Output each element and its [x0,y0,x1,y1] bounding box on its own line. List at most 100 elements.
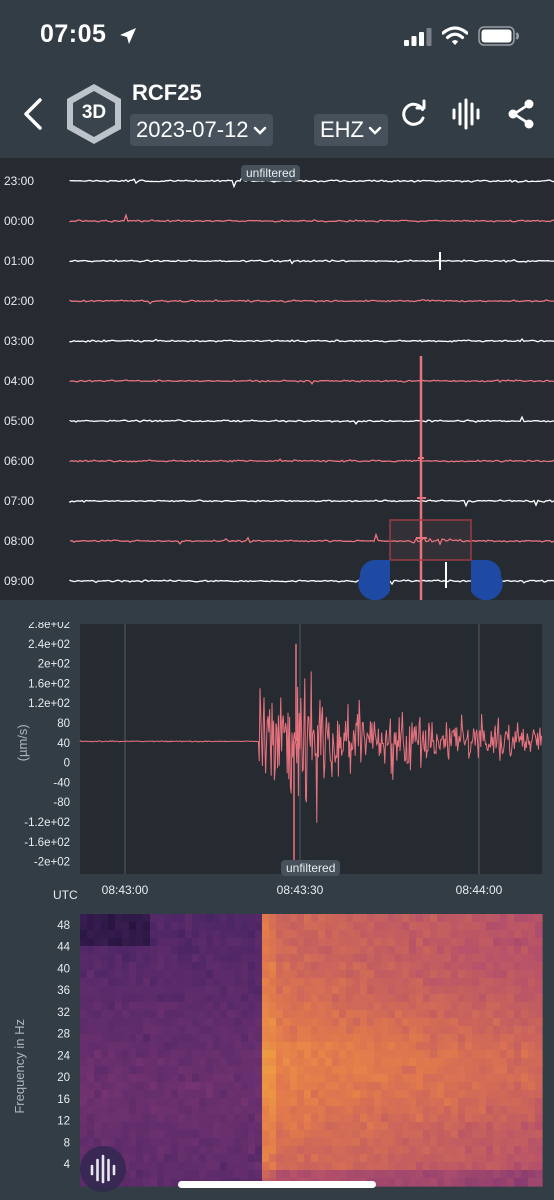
spectrogram-cell [353,1098,361,1107]
spectrogram-cell [213,1090,221,1099]
spectrogram-cell [528,954,536,963]
spectrogram-cell [325,1138,333,1147]
selection-handle-left[interactable] [358,559,390,600]
spectrogram-cell [472,1050,480,1059]
spectrogram-cell [220,1058,228,1067]
spectrogram-cell [255,1002,263,1011]
spectrogram-cell [178,930,186,939]
spectrogram-cell [255,1122,263,1131]
spectrogram-cell [115,1050,123,1059]
signal-icon [404,28,432,46]
spectrogram-cell [283,1034,291,1043]
spectrogram-cell [360,930,368,939]
spectrogram-cell [465,930,473,939]
spectrogram-cell [269,1090,277,1099]
spectrogram-cell [136,1178,144,1187]
spectrogram-cell [213,1050,221,1059]
share-button[interactable] [505,98,537,130]
spectrogram-cell [255,1146,263,1155]
helicorder-panel[interactable]: 23:00 00:00 01:00 02:00 03:00 04:00 05:00 06:00… [0,158,554,600]
spectrogram-cell [360,1058,368,1067]
spectrogram-cell [199,938,207,947]
selection-window[interactable] [389,519,472,561]
spectrogram-cell [122,1034,130,1043]
spectrogram-cell [185,1066,193,1075]
selection-handle-right[interactable] [471,559,503,600]
y-tick-label: -1.2e+02 [24,817,70,829]
spectrogram-cell [381,1178,389,1187]
spectrogram-cell [458,946,466,955]
station-3d-badge[interactable]: 3D [64,82,124,146]
spectrogram-cell [353,1170,361,1179]
spectrogram-cell [192,1146,200,1155]
spectrogram-cell [339,914,347,923]
spectrogram-cell [535,938,543,947]
spectrogram-cell [255,1058,263,1067]
spectrogram-cell [143,962,151,971]
spectrogram-toggle-button[interactable] [80,1146,126,1192]
waveform-button[interactable] [450,98,482,130]
spectrogram-cell [346,914,354,923]
spectrogram-cell [262,1114,270,1123]
spectrogram-cell [472,970,480,979]
refresh-icon [402,99,426,126]
spectrogram-cell [353,1114,361,1123]
spectrogram-cell [318,1154,326,1163]
spectrogram-cell [171,986,179,995]
spectrogram-cell [479,1170,487,1179]
spectrogram-cell [80,914,88,923]
spectrogram-cell [122,922,130,931]
spectrogram-cell [164,962,172,971]
spectrogram-cell [94,962,102,971]
spectrogram-chart[interactable]: 48 44 40 36 32 28 24 20 16 12 8 4 Frequency in Hz [0,910,554,1200]
spectrogram-cell [157,1146,165,1155]
spectrogram-cell [430,1026,438,1035]
spectrogram-cell [486,954,494,963]
spectrogram-cell [108,1130,116,1139]
spectrogram-cell [493,946,501,955]
channel-dropdown[interactable]: EHZ [314,114,388,146]
spectrogram-cell [143,1146,151,1155]
spectrogram-cell [283,1018,291,1027]
date-dropdown[interactable]: 2023-07-12 [130,114,273,146]
spectrogram-cell [472,1114,480,1123]
spectrogram-cell [346,1170,354,1179]
spectrogram-cell [388,1034,396,1043]
spectrogram-cell [262,1098,270,1107]
spectrogram-cell [458,1098,466,1107]
spectrogram-cell [311,986,319,995]
spectrogram-cell [367,978,375,987]
spectrogram-cell [157,1106,165,1115]
spectrogram-cell [115,914,123,923]
spectrogram-cell [346,1010,354,1019]
spectrogram-cell [437,938,445,947]
spectrogram-cell [402,1090,410,1099]
spectrogram-cell [367,1146,375,1155]
spectrogram-cell [514,1050,522,1059]
spectrogram-cell [374,1026,382,1035]
spectrogram-cell [234,1106,242,1115]
helicorder-trace [69,379,554,386]
spectrogram-cell [486,1050,494,1059]
spectrogram-cell [290,970,298,979]
spectrogram-cell [514,1058,522,1067]
spectrogram-cell [479,978,487,987]
spectrogram-cell [451,922,459,931]
spectrogram-cell [283,930,291,939]
spectrogram-cell [108,1018,116,1027]
spectrogram-cell [381,994,389,1003]
spectrogram-cell [129,1066,137,1075]
spectrogram-cell [276,1002,284,1011]
spectrogram-cell [444,1058,452,1067]
spectrogram-cell [213,1018,221,1027]
back-button[interactable] [16,92,52,136]
spectrogram-cell [395,1042,403,1051]
spectrogram-cell [360,1050,368,1059]
spectrogram-cell [381,1090,389,1099]
spectrogram-cell [297,978,305,987]
spectrogram-cell [528,994,536,1003]
refresh-button[interactable] [398,98,430,130]
waveform-chart[interactable]: 2.8e+02 2.4e+02 2e+02 1.6e+02 1.2e+02 80 40 0 -4… [0,622,554,910]
spectrogram-cell [423,1178,431,1187]
spectrogram-cell [367,1138,375,1147]
